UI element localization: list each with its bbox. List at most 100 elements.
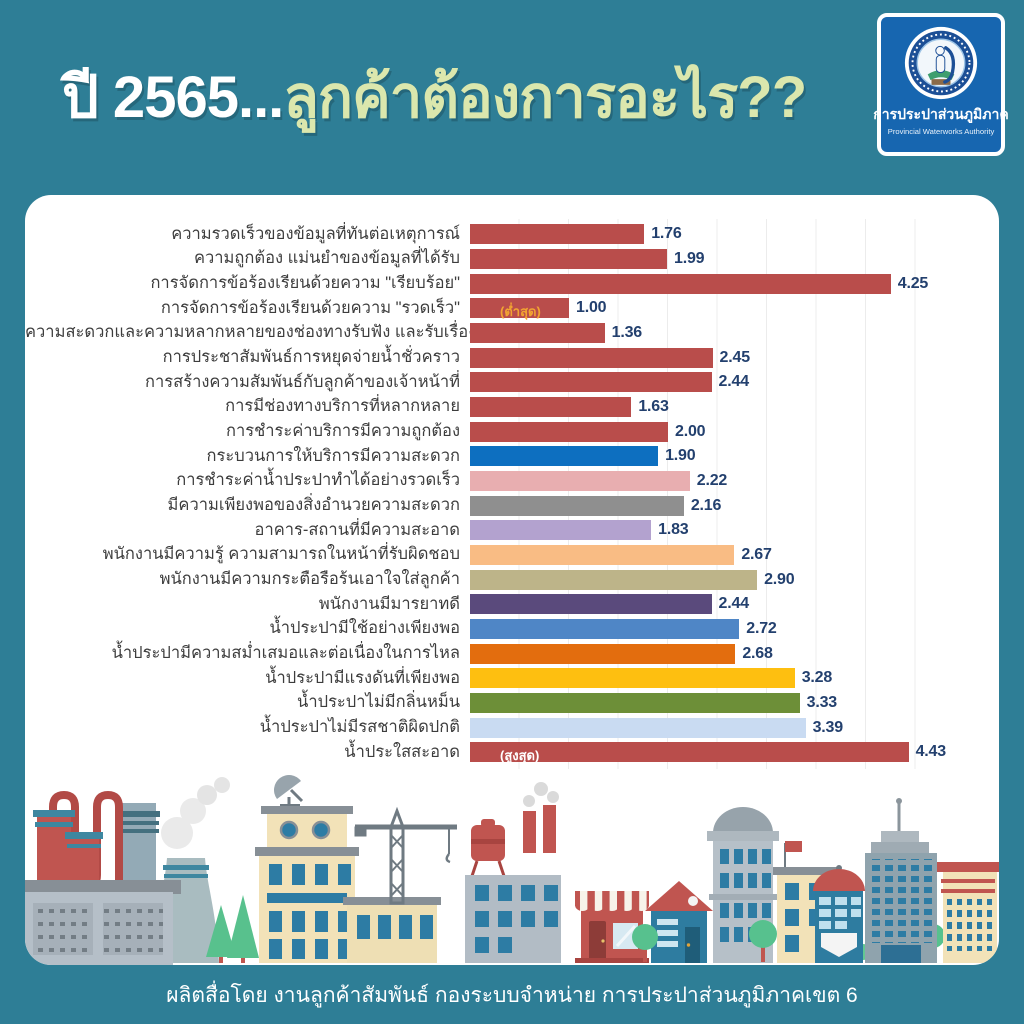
- category-label: พนักงานมีความกระตือรือร้นเอาใจใส่ลูกค้า: [159, 570, 460, 589]
- category-label: ความถูกต้อง แม่นยำของข้อมูลที่ได้รับ: [193, 249, 460, 268]
- bar-track: 4.25: [470, 271, 990, 296]
- footer-credit: ผลิตสื่อโดย งานลูกค้าสัมพันธ์ กองระบบจำห…: [166, 984, 858, 1007]
- value-label: 2.44: [718, 373, 750, 391]
- satellite-dish-icon: [274, 775, 301, 799]
- bar: [470, 273, 891, 294]
- category-label: น้ำประปามีใช้อย่างเพียงพอ: [269, 619, 460, 638]
- bar: [470, 446, 659, 467]
- bar-track: 1.36: [470, 321, 990, 346]
- pine-trees: [206, 895, 259, 963]
- value-label: 2.67: [741, 546, 772, 564]
- value-label: 1.99: [674, 250, 705, 267]
- bar-track: 2.00: [470, 419, 990, 444]
- chart-row: การมีช่องทางบริการที่หลากหลาย 1.63: [25, 395, 990, 420]
- category-label: การชำระค่าน้ำประปาทำได้อย่างรวดเร็ว: [176, 471, 460, 490]
- chart-row: น้ำประใสสะอาด (สูงสุด) 4.43: [25, 740, 990, 765]
- bar: [470, 372, 712, 393]
- page-title: ปี 2565...ลูกค้าต้องการอะไร??: [62, 50, 807, 143]
- bar-track: 2.45: [470, 345, 990, 370]
- bar: [470, 619, 740, 640]
- bar-track: 1.90: [470, 444, 990, 469]
- value-label: 1.76: [651, 225, 682, 243]
- bar-track: (ต่ำสุด) 1.00: [470, 296, 990, 321]
- bar: [470, 643, 736, 664]
- dome-tower: [813, 865, 865, 963]
- category-label: กระบวนการให้บริการมีความสะดวก: [206, 446, 460, 465]
- chart-row: การประชาสัมพันธ์การหยุดจ่ายน้ำชั่วคราว 2.…: [25, 345, 990, 370]
- construction-crane: [354, 806, 457, 905]
- dome-building: [707, 807, 779, 963]
- bar: [470, 495, 684, 516]
- bar: [470, 569, 758, 590]
- chart-row: ความถูกต้อง แม่นยำของข้อมูลที่ได้รับ 1.99: [25, 247, 990, 272]
- bar: [470, 249, 667, 269]
- chart-rows: ความรวดเร็วของข้อมูลที่ทันต่อเหตุการณ์ 1.…: [25, 222, 990, 765]
- category-label: การชำระค่าบริการมีความถูกต้อง: [225, 422, 460, 441]
- chart-row: การชำระค่าบริการมีความถูกต้อง 2.00: [25, 419, 990, 444]
- bar-annotation: (สูงสุด): [500, 747, 540, 763]
- bar-annotation: (ต่ำสุด): [500, 303, 541, 319]
- category-label: น้ำประใสสะอาด: [344, 742, 460, 761]
- chart-row: พนักงานมีมารยาทดี 2.44: [25, 592, 990, 617]
- chart-card: ความรวดเร็วของข้อมูลที่ทันต่อเหตุการณ์ 1.…: [25, 195, 999, 965]
- bar-track: 1.99: [470, 247, 990, 272]
- value-label: 1.36: [611, 324, 643, 342]
- category-label: การประชาสัมพันธ์การหยุดจ่ายน้ำชั่วคราว: [162, 348, 460, 367]
- factory-illustration: [25, 777, 230, 965]
- bar: [470, 347, 713, 368]
- bar: [470, 693, 800, 714]
- value-label: 2.72: [746, 620, 777, 638]
- bar: (สูงสุด): [470, 742, 909, 763]
- logo-name-thai: การประปาส่วนภูมิภาค: [873, 106, 1009, 122]
- value-label: 2.68: [742, 644, 773, 662]
- house-door: [685, 927, 700, 963]
- chart-row: อาคาร-สถานที่มีความสะอาด 1.83: [25, 518, 990, 543]
- pwa-logo: การประปาส่วนภูมิภาค Provincial Waterwork…: [873, 13, 1009, 156]
- value-label: 4.25: [897, 274, 929, 292]
- chart-row: ความรวดเร็วของข้อมูลที่ทันต่อเหตุการณ์ 1.…: [25, 222, 990, 247]
- bar-track: 3.39: [470, 715, 990, 740]
- title-question: ลูกค้าต้องการอะไร??: [283, 65, 807, 130]
- chart-row: พนักงานมีความรู้ ความสามารถในหน้าที่รับผ…: [25, 543, 990, 568]
- bar: [470, 471, 690, 492]
- category-label: น้ำประปามีแรงดันที่เพียงพอ: [265, 668, 460, 687]
- category-label: การมีช่องทางบริการที่หลากหลาย: [225, 397, 460, 416]
- bar: [470, 594, 712, 615]
- chart-row: การสร้างความสัมพันธ์กับลูกค้าของเจ้าหน้า…: [25, 370, 990, 395]
- value-label: 2.00: [675, 422, 706, 440]
- bar-track: 2.44: [470, 592, 990, 617]
- category-label: การสร้างความสัมพันธ์กับลูกค้าของเจ้าหน้า…: [145, 372, 460, 391]
- category-label: อาคาร-สถานที่มีความสะอาด: [254, 520, 460, 539]
- bar-track: 2.72: [470, 617, 990, 642]
- chart-row: น้ำประปามีใช้อย่างเพียงพอ 2.72: [25, 617, 990, 642]
- chart-row: กระบวนการให้บริการมีความสะดวก 1.90: [25, 444, 990, 469]
- bar-track: 3.33: [470, 691, 990, 716]
- chart-row: การชำระค่าน้ำประปาทำได้อย่างรวดเร็ว 2.22: [25, 469, 990, 494]
- shop-awning: [575, 891, 649, 906]
- bar-track: 2.67: [470, 543, 990, 568]
- skyscraper: [865, 798, 937, 963]
- category-label: พนักงานมีความรู้ ความสามารถในหน้าที่รับผ…: [102, 545, 460, 564]
- bar-track: (สูงสุด) 4.43: [470, 740, 990, 765]
- bar: [470, 323, 605, 344]
- chart-row: น้ำประปามีความสม่ำเสมอและต่อเนื่องในการไ…: [25, 641, 990, 666]
- category-label: น้ำประปามีความสม่ำเสมอและต่อเนื่องในการไ…: [111, 644, 460, 663]
- value-label: 1.83: [658, 521, 689, 539]
- water-tower-building: [465, 782, 561, 963]
- red-roof-building: [937, 862, 999, 963]
- chart-row: ความสะดวกและความหลากหลายของช่องทางรับฟัง…: [25, 321, 990, 346]
- satellite-building: [255, 775, 441, 963]
- value-label: 3.39: [812, 718, 844, 736]
- bar-track: 1.63: [470, 395, 990, 420]
- value-label: 2.90: [764, 570, 795, 588]
- chart-row: น้ำประปามีแรงดันที่เพียงพอ 3.28: [25, 666, 990, 691]
- value-label: 3.33: [806, 694, 838, 712]
- bar: [470, 224, 645, 245]
- value-label: 1.00: [576, 299, 607, 317]
- logo-name-english: Provincial Waterworks Authority: [887, 127, 995, 136]
- house-roof: [645, 881, 713, 911]
- chart-row: น้ำประปาไม่มีรสชาติผิดปกติ 3.39: [25, 715, 990, 740]
- value-label: 1.63: [638, 398, 669, 416]
- chart-row: น้ำประปาไม่มีกลิ่นหม็น 3.33: [25, 691, 990, 716]
